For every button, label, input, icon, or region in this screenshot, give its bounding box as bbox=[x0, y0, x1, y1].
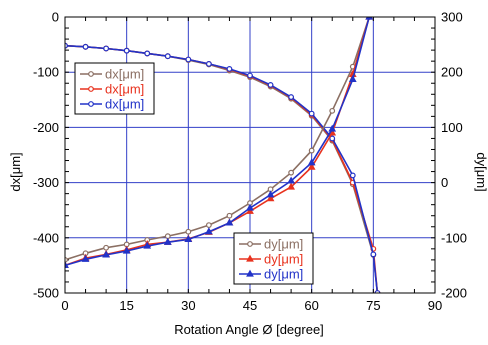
data-point bbox=[307, 158, 316, 166]
data-point bbox=[266, 190, 275, 198]
data-point bbox=[225, 218, 234, 226]
legend-label: dx[μm] bbox=[105, 82, 144, 97]
x-tick-label: 60 bbox=[304, 298, 318, 313]
data-point bbox=[287, 176, 295, 184]
x-tick-label: 0 bbox=[61, 298, 68, 313]
data-point bbox=[348, 74, 357, 82]
legend-label: dx[μm] bbox=[105, 67, 144, 82]
y-right-tick-label: -200 bbox=[441, 286, 467, 301]
legends: dx[μm]dx[μm]dx[μm]dy[μm]dy[μm]dy[μm] bbox=[74, 62, 314, 285]
series-line bbox=[65, 17, 370, 267]
y-right-tick-label: -100 bbox=[441, 230, 467, 245]
y-left-tick-label: 0 bbox=[52, 10, 59, 25]
series-3 bbox=[65, 17, 373, 263]
legend-label: dy[μm] bbox=[264, 267, 303, 282]
data-point bbox=[349, 172, 356, 179]
data-point bbox=[370, 251, 377, 258]
data-point bbox=[374, 290, 381, 293]
legend-label: dx[μm] bbox=[105, 97, 144, 112]
data-point bbox=[328, 124, 337, 132]
legend-label: dy[μm] bbox=[264, 252, 303, 267]
data-point bbox=[82, 43, 89, 50]
series-5 bbox=[65, 17, 374, 269]
y-axis-title-left: dx[μm] bbox=[8, 152, 23, 191]
y-left-tick-label: -100 bbox=[33, 65, 59, 80]
series-2 bbox=[65, 42, 381, 293]
data-point bbox=[163, 237, 172, 245]
x-tick-label: 30 bbox=[181, 298, 195, 313]
data-point bbox=[267, 81, 274, 88]
data-point bbox=[288, 169, 295, 176]
data-point bbox=[247, 72, 253, 79]
data-point bbox=[365, 17, 374, 20]
plot-frame bbox=[64, 16, 436, 294]
data-point bbox=[287, 182, 295, 190]
y-left-tick-label: -500 bbox=[33, 286, 59, 301]
data-point bbox=[185, 228, 192, 235]
legend-marker bbox=[246, 254, 254, 262]
data-point bbox=[246, 203, 254, 211]
data-point bbox=[185, 56, 192, 63]
data-point bbox=[288, 94, 295, 100]
tick-labels: 0 15 30 45 60 75 90 0 -100 -200 -300 -400 -500 300 200… bbox=[33, 10, 467, 314]
data-point bbox=[266, 194, 275, 202]
data-point bbox=[184, 235, 193, 243]
data-point bbox=[164, 233, 171, 240]
y-right-tick-label: 300 bbox=[441, 10, 463, 25]
x-axis-title: Rotation Angle Ø [degree] bbox=[174, 322, 324, 337]
legend-upper-left: dx[μm]dx[μm]dx[μm] bbox=[74, 62, 155, 115]
legend-marker bbox=[88, 71, 94, 77]
legend-label: dy[μm] bbox=[264, 237, 303, 252]
data-point bbox=[329, 135, 336, 142]
data-point bbox=[205, 222, 212, 229]
x-tick-label: 45 bbox=[243, 298, 257, 313]
legend-marker bbox=[246, 269, 254, 277]
data-point bbox=[246, 206, 254, 214]
x-tick-label: 90 bbox=[428, 298, 442, 313]
data-point bbox=[123, 47, 130, 54]
axis-ticks bbox=[64, 16, 436, 294]
data-point bbox=[329, 107, 336, 114]
data-point bbox=[226, 65, 233, 72]
x-tick-label: 75 bbox=[366, 298, 380, 313]
data-point bbox=[205, 227, 213, 235]
legend-marker bbox=[88, 86, 94, 92]
series-layer bbox=[65, 17, 381, 293]
legend-marker bbox=[247, 241, 253, 247]
x-tick-label: 15 bbox=[119, 298, 133, 313]
y-right-tick-label: 0 bbox=[441, 175, 448, 190]
series-line bbox=[65, 17, 370, 261]
data-point bbox=[65, 260, 69, 269]
data-point bbox=[103, 244, 110, 251]
legend-lower-right: dy[μm]dy[μm]dy[μm] bbox=[233, 232, 314, 285]
y-left-tick-label: -300 bbox=[33, 175, 59, 190]
data-point bbox=[308, 110, 315, 117]
data-point bbox=[122, 246, 131, 254]
data-point bbox=[307, 162, 316, 170]
y-left-tick-label: -200 bbox=[33, 120, 59, 135]
y-left-tick-label: -400 bbox=[33, 230, 59, 245]
y-axis-title-right: dy[μm] bbox=[474, 152, 488, 191]
data-point bbox=[144, 50, 151, 57]
data-point bbox=[164, 53, 171, 60]
y-right-tick-label: 100 bbox=[441, 120, 463, 135]
data-point bbox=[102, 250, 110, 258]
data-point bbox=[205, 61, 212, 67]
legend-marker bbox=[88, 101, 94, 107]
data-point bbox=[103, 45, 110, 52]
data-point bbox=[226, 212, 233, 219]
y-right-tick-label: 200 bbox=[441, 65, 463, 80]
data-point bbox=[308, 147, 315, 154]
data-point bbox=[81, 254, 90, 262]
data-point bbox=[143, 241, 152, 249]
